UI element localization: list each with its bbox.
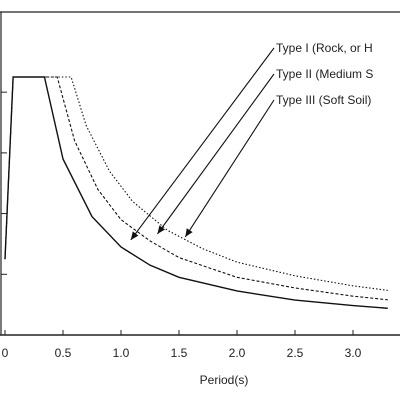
x-tick-label: 3.0 <box>345 346 362 360</box>
x-axis-title: Period(s) <box>200 373 249 387</box>
legend-arrowhead-3 <box>185 228 193 237</box>
legend-label-1: Type I (Rock, or H <box>276 41 373 55</box>
legend-arrow-3 <box>184 99 275 238</box>
legend-arrowhead-1 <box>130 231 139 240</box>
legend-arrowhead-2 <box>157 225 166 234</box>
x-tick-label: 1.0 <box>113 346 130 360</box>
plot-frame <box>0 11 400 336</box>
legend-label-3: Type III (Soft Soil) <box>276 93 371 107</box>
series-line-2 <box>4 76 388 301</box>
x-tick-label: 0 <box>2 346 9 360</box>
legend-arrow-2 <box>157 73 275 235</box>
x-tick-label: 2.5 <box>287 346 304 360</box>
legend-arrow-1 <box>130 47 275 241</box>
legend-label-2: Type II (Medium S <box>276 67 373 81</box>
x-tick-label: 1.5 <box>171 346 188 360</box>
x-axis-ticks: 00.51.01.52.02.53.03 <box>2 330 362 360</box>
x-tick-label: 0.5 <box>55 346 72 360</box>
x-tick-label: 2.0 <box>229 346 246 360</box>
legend-layer: Type I (Rock, or H Type II (Medium S Type … <box>130 41 373 241</box>
y-axis-ticks <box>1 91 7 336</box>
series-line-1 <box>4 76 388 309</box>
series-layer <box>4 76 388 309</box>
series-line-3 <box>4 76 388 291</box>
